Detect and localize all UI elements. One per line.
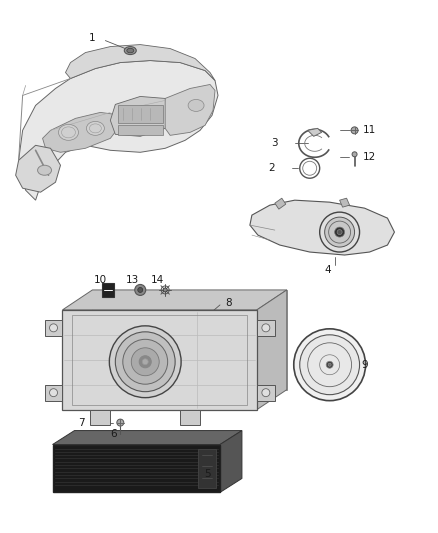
Ellipse shape [124,46,136,54]
Bar [63,310,257,410]
Text: 4: 4 [325,265,331,275]
Ellipse shape [351,127,358,134]
Bar [118,106,163,123]
Bar [118,125,163,135]
Ellipse shape [352,152,357,157]
Ellipse shape [328,364,331,366]
Text: 14: 14 [151,275,164,285]
Bar [180,410,200,425]
Polygon shape [339,198,350,207]
Ellipse shape [300,335,360,394]
Polygon shape [257,290,287,410]
Text: 3: 3 [271,139,278,148]
Bar [102,283,114,297]
Ellipse shape [117,419,124,426]
Polygon shape [110,96,170,136]
Ellipse shape [123,340,168,384]
Bar [198,449,216,488]
Bar [257,320,275,336]
Polygon shape [250,200,395,255]
Ellipse shape [115,332,175,392]
Text: 2: 2 [268,163,275,173]
Polygon shape [308,128,321,136]
Bar [257,385,275,401]
Ellipse shape [49,324,57,332]
Ellipse shape [294,329,366,401]
Ellipse shape [138,287,143,293]
Bar [53,445,220,492]
Ellipse shape [49,389,57,397]
Polygon shape [19,61,218,200]
Ellipse shape [110,326,181,398]
Ellipse shape [59,124,78,140]
Ellipse shape [326,361,333,368]
Text: 6: 6 [111,429,117,439]
Ellipse shape [163,288,167,292]
Polygon shape [92,290,287,390]
Polygon shape [66,45,215,80]
Ellipse shape [142,359,148,365]
Polygon shape [63,290,287,310]
Polygon shape [16,146,60,192]
Ellipse shape [139,356,151,368]
Ellipse shape [262,324,270,332]
Polygon shape [220,431,242,492]
Bar [90,410,110,425]
Ellipse shape [86,122,104,135]
Ellipse shape [320,212,360,252]
Bar [45,320,63,336]
Ellipse shape [188,100,204,111]
Text: 5: 5 [204,470,211,480]
Polygon shape [53,431,242,445]
Ellipse shape [335,227,345,237]
Ellipse shape [131,348,159,376]
Polygon shape [275,198,286,209]
Ellipse shape [325,217,355,247]
Ellipse shape [262,389,270,397]
Ellipse shape [337,230,342,235]
Bar [45,385,63,401]
Polygon shape [165,84,215,135]
Text: 10: 10 [94,275,107,285]
Text: 1: 1 [89,33,95,43]
Text: 9: 9 [361,360,368,370]
Polygon shape [42,112,120,152]
Text: 7: 7 [78,417,85,427]
Text: 13: 13 [126,275,139,285]
Text: 12: 12 [363,152,376,162]
Ellipse shape [135,285,146,295]
Bar [72,315,247,405]
Ellipse shape [38,165,52,175]
Ellipse shape [127,49,134,53]
Text: 11: 11 [363,125,376,135]
Text: 8: 8 [225,298,232,308]
